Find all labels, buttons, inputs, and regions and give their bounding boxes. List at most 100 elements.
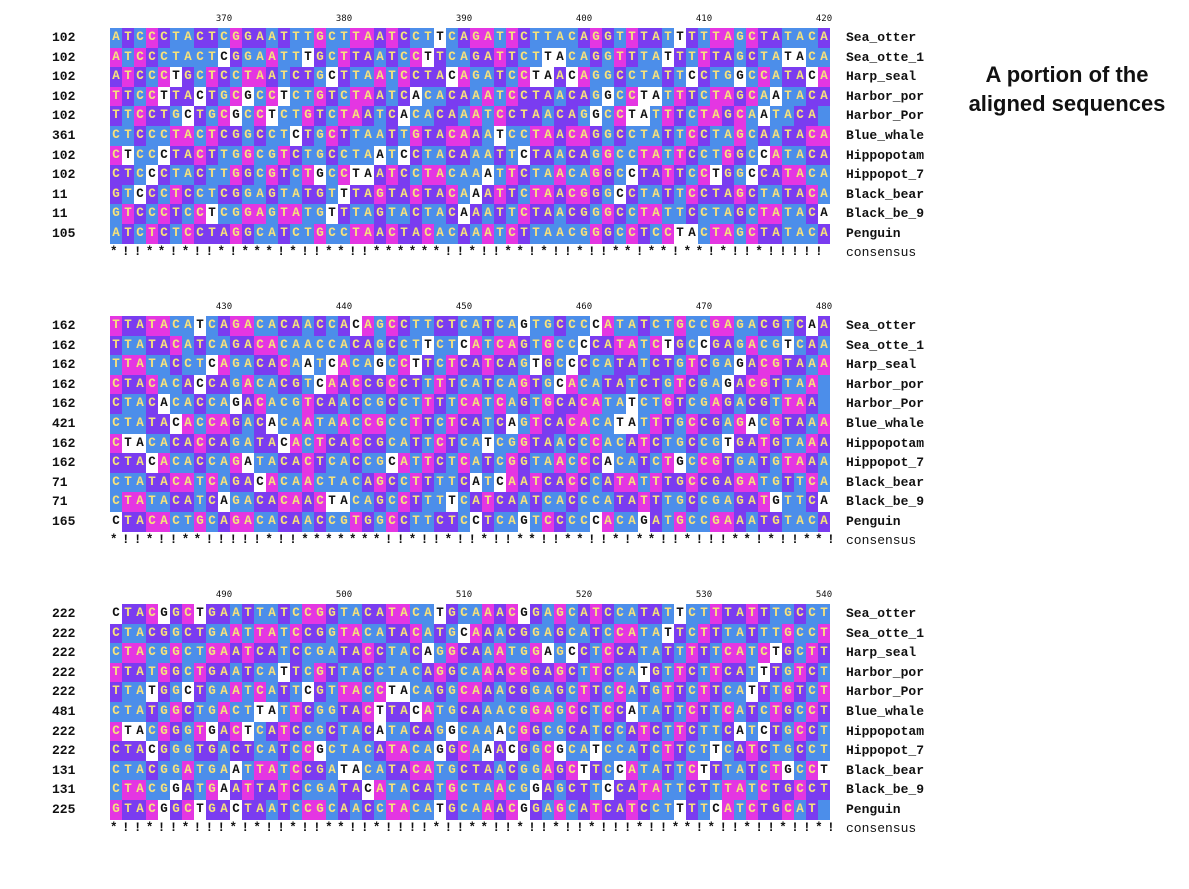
residue-cell: T bbox=[422, 433, 434, 454]
residue-cell: C bbox=[494, 355, 506, 375]
residue-cell: C bbox=[758, 780, 770, 800]
residue-cell: C bbox=[326, 224, 338, 244]
residue-cell: A bbox=[134, 662, 146, 683]
residue-cell: A bbox=[686, 224, 698, 244]
residue-cell: C bbox=[386, 355, 398, 375]
residue-cell: T bbox=[758, 472, 770, 493]
residue-cell: C bbox=[590, 335, 602, 356]
residue-cell: A bbox=[422, 623, 434, 644]
residue-cell: T bbox=[638, 780, 650, 800]
residue-cell: A bbox=[398, 184, 410, 205]
residue-cell: T bbox=[722, 433, 734, 454]
residue-cell: T bbox=[386, 760, 398, 781]
residue-cell: C bbox=[230, 800, 242, 820]
species-label: Harbor_Por bbox=[846, 396, 925, 412]
residue-cell: G bbox=[314, 760, 326, 781]
residue-cell: C bbox=[458, 414, 470, 434]
residue-cell: C bbox=[254, 682, 266, 702]
residue-cell: T bbox=[314, 355, 326, 375]
residue-cell: A bbox=[230, 780, 242, 800]
residue-cell: T bbox=[350, 204, 362, 224]
residue-cell: T bbox=[194, 492, 206, 512]
residue-cell: G bbox=[662, 374, 674, 395]
residue-cell: T bbox=[422, 28, 434, 48]
residue-cell: A bbox=[434, 67, 446, 87]
position-ruler: 370 380 390 400 410 420 bbox=[110, 14, 832, 28]
residue-cell: C bbox=[698, 86, 710, 107]
residue-cell: C bbox=[290, 145, 302, 166]
residue-cell: T bbox=[770, 643, 782, 663]
residue-cell: T bbox=[530, 433, 542, 454]
residue-cell: T bbox=[530, 316, 542, 336]
sequence-row: 222 C T A C G G G T G A C T C A T C C G C T A C A T A C A G G C A A A C G G C… bbox=[0, 741, 960, 761]
residue-cell: C bbox=[806, 204, 818, 224]
residue-cell: T bbox=[386, 682, 398, 702]
residue-cell: T bbox=[446, 316, 458, 336]
residue-cell: A bbox=[218, 662, 230, 683]
residue-cell: C bbox=[398, 165, 410, 185]
residue-cell: A bbox=[482, 184, 494, 205]
residue-cell: G bbox=[698, 374, 710, 395]
residue-cell: C bbox=[614, 623, 626, 644]
residue-cell: G bbox=[374, 184, 386, 205]
residue-cell: G bbox=[290, 394, 302, 414]
residue-cell: C bbox=[158, 67, 170, 87]
residue-cell: T bbox=[338, 780, 350, 800]
residue-cell: A bbox=[734, 741, 746, 761]
residue-cell: A bbox=[182, 780, 194, 800]
residue-cell: C bbox=[722, 702, 734, 722]
residue-cell: C bbox=[146, 165, 158, 185]
residue-cell: C bbox=[350, 472, 362, 493]
residue-cell: A bbox=[182, 453, 194, 473]
consensus-row: *!!*!!*!!!*!*!!*!!**!!*!!!!*!!**!!*!!*!!… bbox=[0, 821, 960, 841]
residue-cell: T bbox=[350, 165, 362, 185]
residue-cell: T bbox=[506, 47, 518, 68]
residue-cell: T bbox=[710, 184, 722, 205]
residue-cell: G bbox=[734, 67, 746, 87]
residue-cell: C bbox=[302, 433, 314, 454]
residue-cell: C bbox=[746, 800, 758, 820]
residue-cell: A bbox=[338, 316, 350, 336]
residue-cell: G bbox=[530, 780, 542, 800]
residue-cell: A bbox=[158, 374, 170, 395]
residue-cell: C bbox=[446, 145, 458, 166]
residue-cell: C bbox=[326, 165, 338, 185]
residue-cell: G bbox=[518, 623, 530, 644]
residue-cell: C bbox=[662, 224, 674, 244]
residue-cell: G bbox=[554, 623, 566, 644]
residue-cell: G bbox=[590, 28, 602, 48]
residue-cell: C bbox=[290, 604, 302, 624]
residue-cell: T bbox=[530, 472, 542, 493]
sequence-row: 222 T T A T G G C T G A A T C A T T C G T T A C C T A C A G G C A A A C G G A… bbox=[0, 662, 960, 683]
residue-cell: A bbox=[134, 394, 146, 414]
residue-cell: G bbox=[542, 355, 554, 375]
species-label: Hippopot_7 bbox=[846, 743, 925, 759]
residue-cell: C bbox=[410, 643, 422, 663]
residue-cell: T bbox=[674, 204, 686, 224]
residue-cell: A bbox=[350, 721, 362, 742]
residue-cell: C bbox=[458, 643, 470, 663]
residue-cell: A bbox=[338, 800, 350, 820]
residue-cell: C bbox=[254, 472, 266, 493]
residue-cell: A bbox=[482, 800, 494, 820]
residue-cell: C bbox=[194, 453, 206, 473]
residue-cell: C bbox=[290, 623, 302, 644]
sequence-row: 222 C T A C G G C T G A A T T A T C C G G T A C A T A C A T G C A A A C G G A… bbox=[0, 604, 960, 624]
residue-cell: G bbox=[326, 702, 338, 722]
residue-cell: C bbox=[254, 512, 266, 532]
residue-cell: T bbox=[662, 604, 674, 624]
residue-cell: A bbox=[734, 643, 746, 663]
residue-cell: G bbox=[734, 165, 746, 185]
residue-cell: C bbox=[506, 224, 518, 244]
residue-cell: A bbox=[266, 335, 278, 356]
residue-cell: T bbox=[818, 760, 830, 781]
residue-cell: T bbox=[194, 662, 206, 683]
residue-cell: T bbox=[662, 702, 674, 722]
residue-cell: T bbox=[638, 184, 650, 205]
residue-cell: A bbox=[614, 800, 626, 820]
residue-cell: C bbox=[614, 433, 626, 454]
residue-cell: T bbox=[338, 28, 350, 48]
residue-cell: T bbox=[254, 780, 266, 800]
residue-cell: C bbox=[110, 414, 122, 434]
